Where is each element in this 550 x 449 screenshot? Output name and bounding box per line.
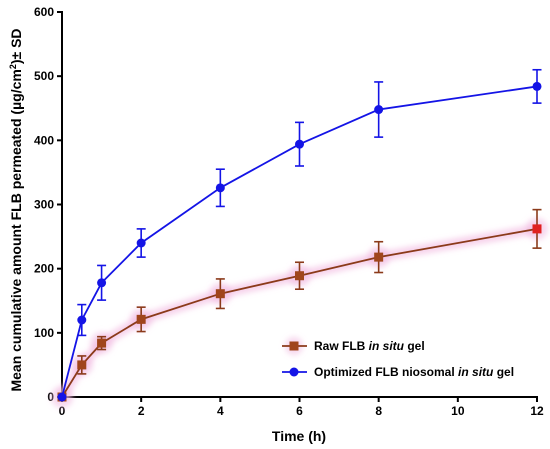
y-tick-label: 0 xyxy=(47,390,54,404)
data-point xyxy=(97,338,107,348)
legend-label-part: in situ xyxy=(458,365,494,379)
x-tick-label: 12 xyxy=(530,404,544,418)
x-tick-label: 8 xyxy=(375,404,382,418)
x-tick-label: 10 xyxy=(451,404,465,418)
legend-marker xyxy=(289,341,299,351)
data-point xyxy=(57,392,67,402)
legend-item-1: Raw FLB in situ gel xyxy=(282,337,425,355)
legend-label-part: Raw FLB xyxy=(314,339,369,353)
data-point xyxy=(136,238,146,248)
x-tick-label: 0 xyxy=(59,404,66,418)
y-title-superscript: 2 xyxy=(8,64,18,69)
legend-item-2: Optimized FLB niosomal in situ gel xyxy=(282,365,514,379)
y-tick-label: 100 xyxy=(34,326,54,340)
legend-label-part: gel xyxy=(493,365,514,379)
legend-label: Raw FLB in situ gel xyxy=(314,339,425,353)
data-point xyxy=(77,360,87,370)
series-line xyxy=(61,85,538,398)
data-point xyxy=(532,81,542,91)
x-tick-label: 2 xyxy=(138,404,145,418)
data-point xyxy=(374,105,384,115)
x-tick-label: 6 xyxy=(296,404,303,418)
series-2 xyxy=(57,68,542,402)
legend-label-part: Optimized FLB niosomal xyxy=(314,365,458,379)
y-tick-label: 600 xyxy=(34,5,54,19)
data-point xyxy=(532,224,542,234)
y-tick-label: 200 xyxy=(34,262,54,276)
y-tick-label: 300 xyxy=(34,198,54,212)
y-axis-title: Mean cumulative amount FLB permeated (µg… xyxy=(8,28,24,391)
legend-marker xyxy=(289,367,299,377)
data-point xyxy=(97,278,107,288)
data-point xyxy=(295,139,304,149)
y-tick-label: 500 xyxy=(34,69,54,83)
y-tick-label: 400 xyxy=(34,133,54,147)
axes: 0 100 200 300 400 500 600 0 2 4 6 8 10 12 xyxy=(34,5,544,418)
data-point xyxy=(77,315,87,325)
data-point xyxy=(374,252,384,262)
series-1 xyxy=(51,208,548,408)
data-point xyxy=(215,183,225,193)
y-title-part: Mean cumulative amount FLB permeated (µg… xyxy=(8,69,24,391)
legend-label: Optimized FLB niosomal in situ gel xyxy=(314,365,514,379)
x-tick-label: 4 xyxy=(217,404,224,418)
y-title-part: )± SD xyxy=(8,28,24,64)
data-point xyxy=(136,314,146,324)
series-layer xyxy=(51,68,548,408)
data-point xyxy=(295,271,304,281)
legend-label-part: gel xyxy=(404,339,425,353)
x-axis-title: Time (h) xyxy=(272,428,326,444)
data-point xyxy=(215,289,225,299)
legend-label-part: in situ xyxy=(369,339,405,353)
